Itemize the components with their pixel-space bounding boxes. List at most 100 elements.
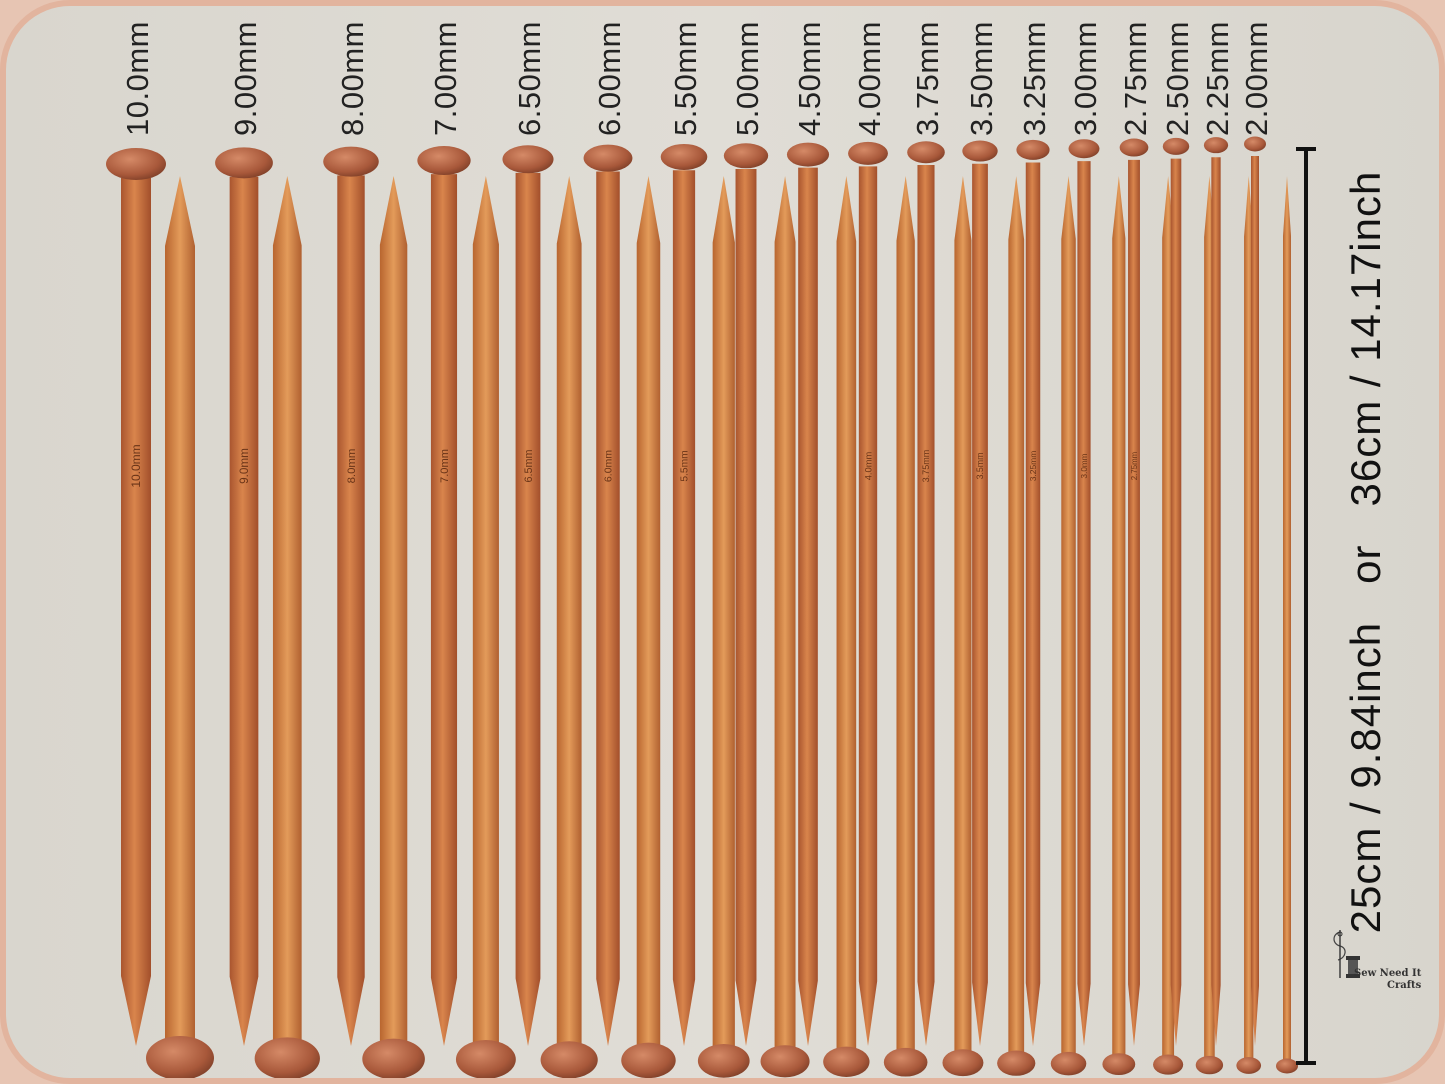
- needle-shaft: [1170, 158, 1182, 1046]
- needle-shaft: [165, 176, 195, 1061]
- needle-engraving: 5.5mm: [680, 450, 691, 481]
- size-label: 10.0mm: [120, 21, 155, 136]
- needle-shaft: [1061, 176, 1076, 1067]
- needle-shaft: [858, 166, 878, 1047]
- needle-engraving: 6.5mm: [523, 449, 535, 482]
- needle-shaft: [1112, 176, 1126, 1068]
- needle-knob: [786, 142, 830, 167]
- brand-logo: Sew Need It Crafts: [1328, 928, 1428, 998]
- needle-knob: [1203, 137, 1229, 154]
- size-label: 3.75mm: [910, 21, 945, 136]
- needle-knob: [883, 1047, 928, 1077]
- needle-shaft: [272, 176, 302, 1062]
- needle-shaft: [121, 178, 151, 1046]
- needle-knob: [1195, 1055, 1224, 1075]
- needle-shaft: [229, 176, 259, 1047]
- needle-pair: 3.0mm: [1068, 139, 1136, 1076]
- needle-knob: [362, 1038, 425, 1078]
- needle-thread-spool-icon: [1333, 930, 1360, 978]
- size-label: 8.00mm: [335, 21, 370, 136]
- size-label: 2.75mm: [1118, 21, 1153, 136]
- needle-shaft: [430, 174, 458, 1046]
- needle-knob: [254, 1037, 320, 1078]
- size-label: 2.50mm: [1160, 21, 1195, 136]
- needle-engraving: 6.0mm: [603, 450, 615, 482]
- needle-shaft: [556, 176, 582, 1063]
- needle-shaft: [1077, 161, 1091, 1047]
- needle-engraving: 7.0mm: [439, 449, 451, 483]
- needle-engraving: 3.0mm: [1080, 453, 1089, 478]
- size-label: 3.00mm: [1068, 21, 1103, 136]
- needle-engraving: 2.75mm: [1130, 451, 1139, 480]
- needle-knob: [848, 141, 888, 165]
- needle-shaft: [337, 175, 365, 1047]
- length-ruler: [1296, 147, 1316, 1065]
- size-label: 9.00mm: [228, 21, 263, 136]
- needle-pair: [786, 142, 870, 1077]
- needle-shaft: [636, 176, 661, 1064]
- needle-shaft: [1211, 157, 1221, 1046]
- needle-knob: [760, 1045, 810, 1078]
- size-label: 4.00mm: [852, 21, 887, 136]
- brand-name: Sew Need It: [1354, 968, 1422, 979]
- needle-engraving: 4.0mm: [863, 452, 873, 481]
- needle-knob: [323, 146, 379, 177]
- needle-knob: [1102, 1053, 1136, 1076]
- size-label: 2.00mm: [1239, 21, 1274, 136]
- needle-shaft: [672, 170, 696, 1046]
- needle-knob: [697, 1043, 750, 1078]
- needle-shaft: [1025, 162, 1041, 1046]
- needle-knob: [215, 147, 273, 179]
- needle-shaft: [954, 176, 972, 1066]
- needle-knob: [1119, 138, 1149, 157]
- size-label: 7.00mm: [428, 21, 463, 136]
- needle-shaft: [596, 171, 620, 1046]
- needle-shaft: [836, 176, 857, 1065]
- needle-shaft: [1008, 176, 1025, 1067]
- needle-knob: [417, 145, 471, 175]
- needle-pair: [1244, 136, 1298, 1074]
- needle-pair: 4.0mm: [848, 141, 928, 1077]
- size-label: 6.50mm: [512, 21, 547, 136]
- needle-knob: [1244, 136, 1266, 152]
- needle-knob: [1050, 1051, 1087, 1076]
- needle-pair: 6.5mm: [502, 145, 598, 1078]
- needle-knob: [106, 148, 166, 180]
- needle-knob: [1153, 1054, 1184, 1075]
- needle-knob: [1068, 139, 1100, 159]
- needle-shaft: [379, 176, 408, 1062]
- needle-knob: [1016, 139, 1050, 160]
- needle-knob: [823, 1046, 870, 1077]
- needle-engraving: 9.0mm: [238, 448, 251, 484]
- needle-knob: [942, 1049, 984, 1077]
- needle-engraving: 8.0mm: [346, 449, 358, 484]
- needle-knob: [502, 145, 554, 174]
- needle-pair: 8.0mm: [323, 146, 425, 1078]
- size-label: 4.50mm: [792, 21, 827, 136]
- size-label: 5.00mm: [730, 21, 765, 136]
- needle-shaft: [515, 172, 541, 1046]
- brand-subtitle: Crafts: [1387, 980, 1422, 991]
- needle-pair: [723, 143, 810, 1078]
- needle-knob: [1276, 1058, 1298, 1074]
- needle-pair: 10.0mm: [106, 148, 214, 1078]
- size-label: 3.50mm: [964, 21, 999, 136]
- needle-shaft: [774, 176, 796, 1065]
- needle-pair: 6.0mm: [583, 144, 676, 1078]
- needle-pair: 5.5mm: [660, 143, 750, 1078]
- needle-engraving: 10.0mm: [129, 444, 143, 487]
- needle-pair: 3.75mm: [907, 141, 984, 1077]
- needle-pair: 3.25mm: [1016, 139, 1087, 1076]
- needle-knob: [907, 141, 945, 164]
- needle-engraving: 3.75mm: [921, 450, 931, 483]
- size-label: 2.25mm: [1200, 21, 1235, 136]
- needle-shaft: [712, 176, 735, 1064]
- needle-knob: [660, 143, 708, 170]
- needle-pair: 3.5mm: [962, 140, 1036, 1076]
- needle-knob: [1236, 1057, 1262, 1074]
- needle-shaft: [917, 165, 935, 1046]
- needle-knob: [455, 1039, 516, 1078]
- needle-shaft: [735, 168, 757, 1047]
- needle-knob: [583, 144, 633, 172]
